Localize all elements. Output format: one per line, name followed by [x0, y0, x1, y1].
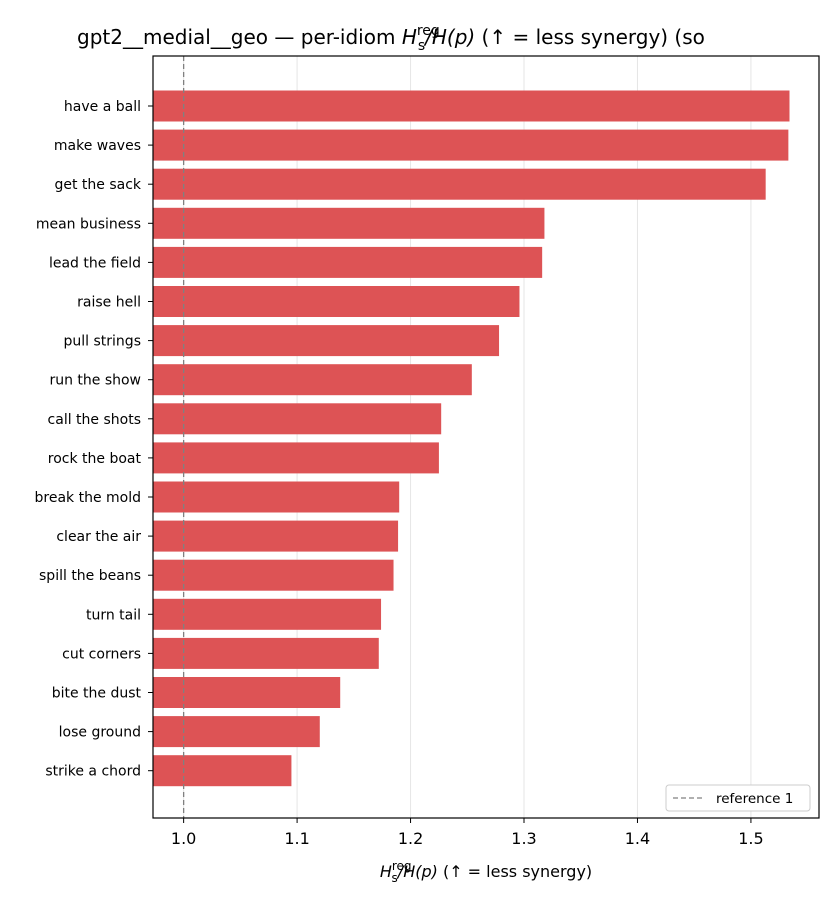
y-tick-label: raise hell — [77, 295, 141, 311]
bar — [153, 325, 500, 357]
bar — [153, 168, 766, 200]
x-axis: 1.0 1.1 1.2 1.3 1.4 1.5 — [171, 818, 764, 848]
y-tick-label: strike a chord — [45, 764, 141, 780]
y-tick-label: clear the air — [56, 529, 141, 545]
legend-box — [665, 784, 811, 812]
title-math-sub: s — [418, 38, 425, 54]
x-tick-label: 1.0 — [171, 829, 196, 848]
y-tick-label: lose ground — [59, 725, 141, 741]
bar — [153, 246, 543, 278]
xlabel-math-sup: reg — [392, 859, 412, 873]
title-math-base: H — [402, 25, 417, 49]
bar — [153, 403, 442, 435]
bar — [153, 442, 439, 474]
bar — [153, 559, 394, 591]
bar — [153, 364, 472, 396]
bars — [153, 90, 790, 787]
title-math-rest: /H(p) — [423, 25, 475, 49]
x-tick-label: 1.4 — [625, 829, 650, 848]
bar — [153, 677, 341, 708]
bar — [153, 637, 379, 669]
y-tick-label: make waves — [54, 138, 141, 154]
bar — [153, 520, 399, 552]
bar — [153, 90, 790, 122]
y-tick-label: turn tail — [86, 607, 141, 623]
x-tick-label: 1.3 — [511, 829, 536, 848]
bar — [153, 755, 292, 787]
y-axis: have a ball make waves get the sack mean bu… — [35, 99, 153, 780]
y-tick-label: break the mold — [35, 490, 142, 506]
title-suffix: (↑ = less synergy) (so — [475, 25, 705, 49]
y-tick-label: mean business — [36, 216, 141, 232]
x-tick-label: 1.5 — [738, 829, 763, 848]
x-tick-label: 1.1 — [284, 829, 309, 848]
title-prefix: gpt2__medial__geo — per-idiom — [77, 25, 402, 49]
x-tick-label: 1.2 — [398, 829, 423, 848]
bar — [153, 286, 520, 317]
legend-reference-label: reference 1 — [716, 791, 793, 807]
y-tick-label: rock the boat — [48, 451, 142, 467]
y-tick-label: spill the beans — [39, 568, 141, 584]
plot-frame — [152, 55, 820, 819]
xlabel-math-base: H — [380, 862, 392, 881]
y-tick-label: pull strings — [64, 334, 141, 350]
chart-title: gpt2__medial__geo — per-idiom Hreg s/H(p)… — [77, 23, 705, 54]
y-tick-label: run the show — [49, 373, 141, 389]
bar — [153, 598, 382, 630]
y-tick-label: call the shots — [48, 412, 141, 428]
xlabel-math-rest: /H(p) — [396, 862, 438, 881]
y-tick-label: have a ball — [64, 99, 141, 115]
bar — [153, 481, 400, 513]
y-tick-label: bite the dust — [52, 686, 142, 702]
bar — [153, 207, 545, 239]
y-tick-label: cut corners — [62, 646, 141, 662]
title-math-sup: reg — [417, 23, 440, 39]
legend: reference 1 — [665, 784, 811, 812]
xlabel-math-sub: s — [392, 871, 398, 885]
xlabel-suffix: (↑ = less synergy) — [438, 862, 592, 881]
bar — [153, 129, 789, 161]
y-tick-label: lead the field — [49, 255, 141, 271]
y-tick-label: get the sack — [54, 177, 141, 193]
bar — [153, 716, 320, 748]
x-axis-label: Hreg s/H(p) (↑ = less synergy) — [380, 859, 592, 885]
